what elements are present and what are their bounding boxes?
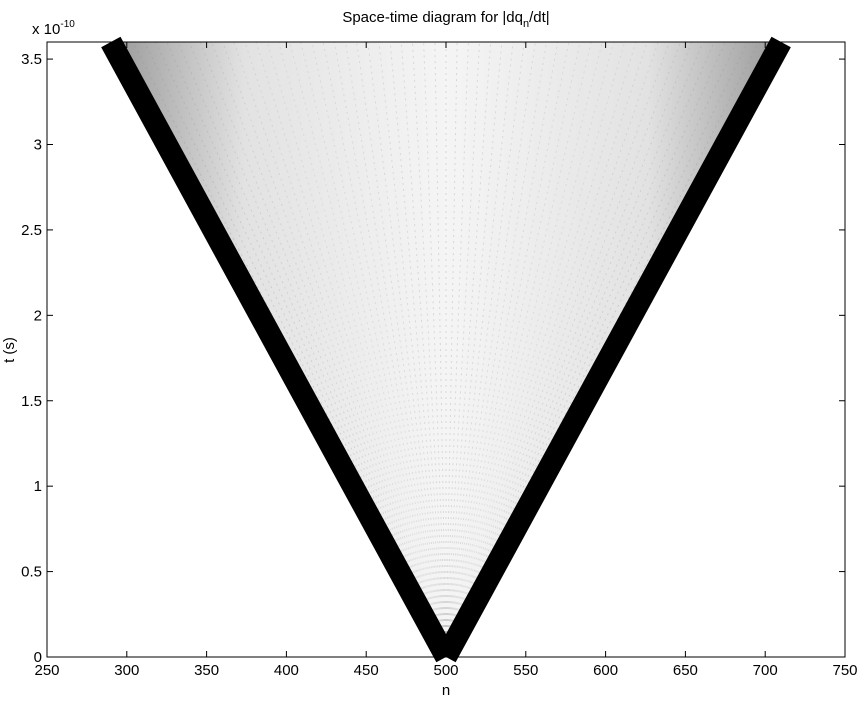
ray: [445, 41, 659, 658]
ray: [445, 41, 693, 658]
ray: [434, 41, 447, 658]
ray: [356, 41, 447, 658]
x-tick-label: 350: [194, 662, 219, 679]
ray: [445, 41, 670, 658]
ray: [445, 41, 514, 658]
ray: [322, 41, 447, 658]
multiplier-exponent: -10: [60, 19, 75, 30]
y-tick-label: 0.5: [21, 564, 42, 581]
y-multiplier: x 10-10: [32, 19, 75, 38]
x-axis-label: n: [442, 682, 450, 699]
ray: [344, 41, 447, 658]
title-subscript: n: [523, 18, 529, 30]
y-tick-label: 3: [34, 137, 42, 154]
y-tick-label: 1: [34, 478, 42, 495]
ray: [333, 41, 447, 658]
ray: [445, 41, 559, 658]
ray: [445, 41, 458, 658]
x-tick-label: 550: [513, 662, 538, 679]
ray: [445, 41, 726, 658]
x-tick-label: 400: [274, 662, 299, 679]
ray: [277, 41, 447, 658]
y-tick-label: 3.5: [21, 51, 42, 68]
ray: [222, 41, 447, 658]
ray: [411, 41, 447, 658]
x-tick-label: 300: [114, 662, 139, 679]
ray: [400, 41, 447, 658]
wavefront: [436, 36, 791, 663]
ray: [445, 41, 570, 658]
wavefront: [101, 36, 456, 663]
y-tick-label: 0: [34, 649, 42, 666]
ray: [210, 41, 447, 658]
ray: [445, 41, 548, 658]
ray: [423, 41, 447, 658]
y-axis-label: t (s): [1, 337, 18, 363]
x-tick-label: 700: [753, 662, 778, 679]
ray: [367, 41, 447, 658]
ray: [445, 41, 503, 658]
plot-area: [101, 36, 791, 663]
ray: [389, 41, 447, 658]
x-tick-label: 650: [673, 662, 698, 679]
ray: [445, 41, 536, 658]
ray: [445, 41, 615, 658]
chart-title: Space-time diagram for |dqn/dt|: [342, 9, 549, 30]
ray: [289, 41, 447, 658]
ray: [445, 41, 469, 658]
ray: [445, 41, 481, 658]
x-tick-label: 750: [832, 662, 857, 679]
ray: [445, 41, 525, 658]
y-tick-label: 2: [34, 307, 42, 324]
ray: [445, 41, 715, 658]
ray: [445, 41, 603, 658]
x-tick-label: 450: [354, 662, 379, 679]
x-tick-label: 600: [593, 662, 618, 679]
title-part: /dt|: [529, 9, 550, 26]
ray: [199, 41, 447, 658]
y-tick-label: 1.5: [21, 393, 42, 410]
ray: [445, 41, 492, 658]
multiplier-base: x 10: [32, 21, 60, 38]
wedge-fill: [110, 42, 782, 657]
y-tick-label: 2.5: [21, 222, 42, 239]
x-tick-label: 250: [34, 662, 59, 679]
ray: [166, 41, 447, 658]
ray: [378, 41, 447, 658]
ray: [177, 41, 447, 658]
title-part: Space-time diagram for |dq: [342, 9, 523, 26]
ray: [445, 41, 682, 658]
ray: [233, 41, 447, 658]
x-tick-label: 500: [433, 662, 458, 679]
